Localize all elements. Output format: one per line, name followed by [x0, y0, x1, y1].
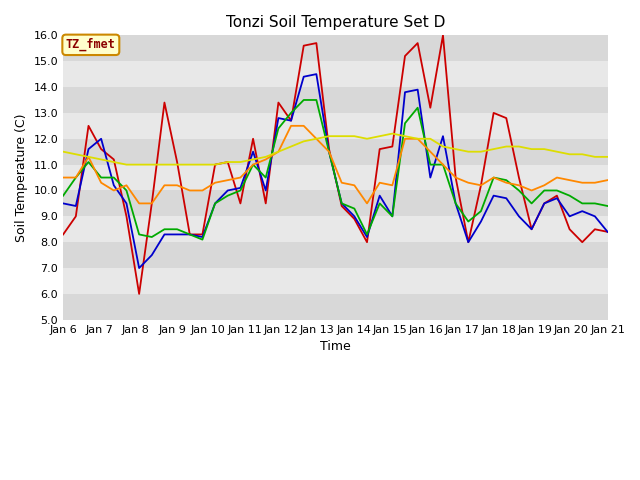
Bar — [63, 294, 607, 320]
X-axis label: Time: Time — [320, 340, 351, 353]
Title: Tonzi Soil Temperature Set D: Tonzi Soil Temperature Set D — [226, 15, 445, 30]
Bar — [63, 242, 607, 268]
Bar — [63, 36, 607, 61]
Bar — [63, 165, 607, 191]
Bar — [63, 87, 607, 113]
Y-axis label: Soil Temperature (C): Soil Temperature (C) — [15, 113, 28, 242]
Bar — [63, 113, 607, 139]
Bar — [63, 139, 607, 165]
Text: TZ_fmet: TZ_fmet — [66, 38, 116, 51]
Bar — [63, 61, 607, 87]
Bar — [63, 216, 607, 242]
Legend:  — [330, 383, 340, 393]
Bar — [63, 191, 607, 216]
Bar — [63, 268, 607, 294]
